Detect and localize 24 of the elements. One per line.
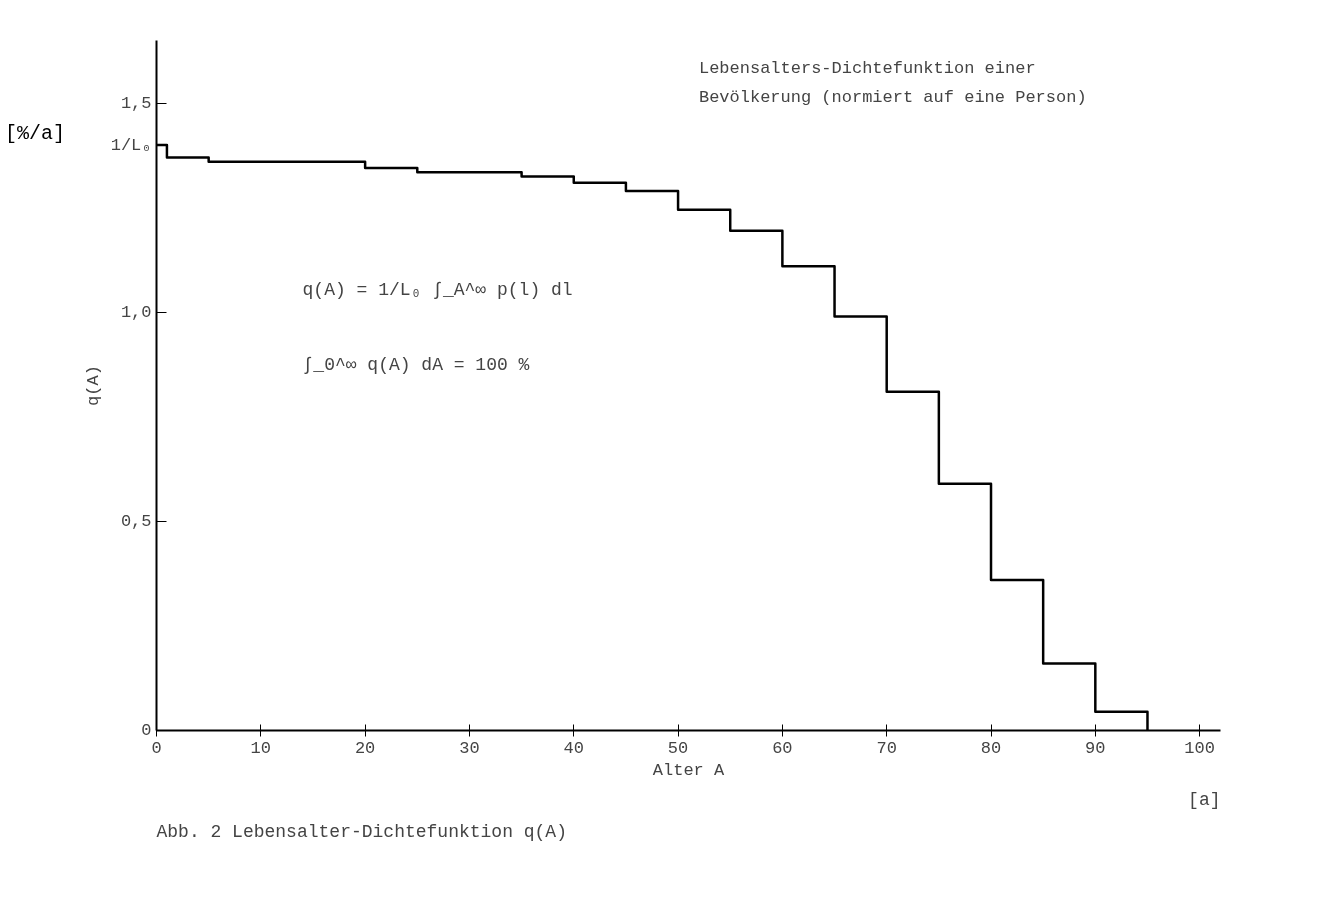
annotation: ∫_0^∞ q(A) dA = 100 % [302, 355, 530, 376]
y-tick-label: 0 [141, 721, 152, 740]
x-tick-label: 10 [250, 738, 272, 758]
x-tick-label: 50 [667, 738, 689, 758]
y-tick-label: 1,5 [120, 93, 152, 113]
caption: Abb. 2 Lebensalter-Dichtefunktion q(A) [156, 821, 567, 842]
x-tick-label: 90 [1085, 738, 1106, 758]
y-tick-label: 0,5 [120, 511, 152, 531]
x-tick-label: 70 [876, 738, 897, 758]
y-tick-label: 1/L₀ [110, 135, 152, 155]
text: [a] [1188, 789, 1221, 810]
x-tick-label: 100 [1184, 738, 1215, 758]
text: [%/a] [5, 121, 66, 147]
x-tick-label: 30 [459, 738, 480, 758]
annotation: Bevölkerung (normiert auf eine Person) [698, 88, 1087, 108]
x-tick-label: 20 [354, 738, 376, 758]
y-tick-label: 1,0 [120, 302, 152, 322]
x-tick-label: 60 [772, 738, 793, 758]
x-tick-label: 80 [980, 738, 1002, 758]
x-axis-title: Alter A [652, 760, 725, 780]
x-tick-label: 40 [563, 738, 584, 758]
annotation: Lebensalters-Dichtefunktion einer [698, 59, 1036, 79]
y-axis-title: q(A) [83, 365, 103, 406]
annotation: q(A) = 1/L₀ ∫_A^∞ p(l) dl [302, 279, 573, 300]
